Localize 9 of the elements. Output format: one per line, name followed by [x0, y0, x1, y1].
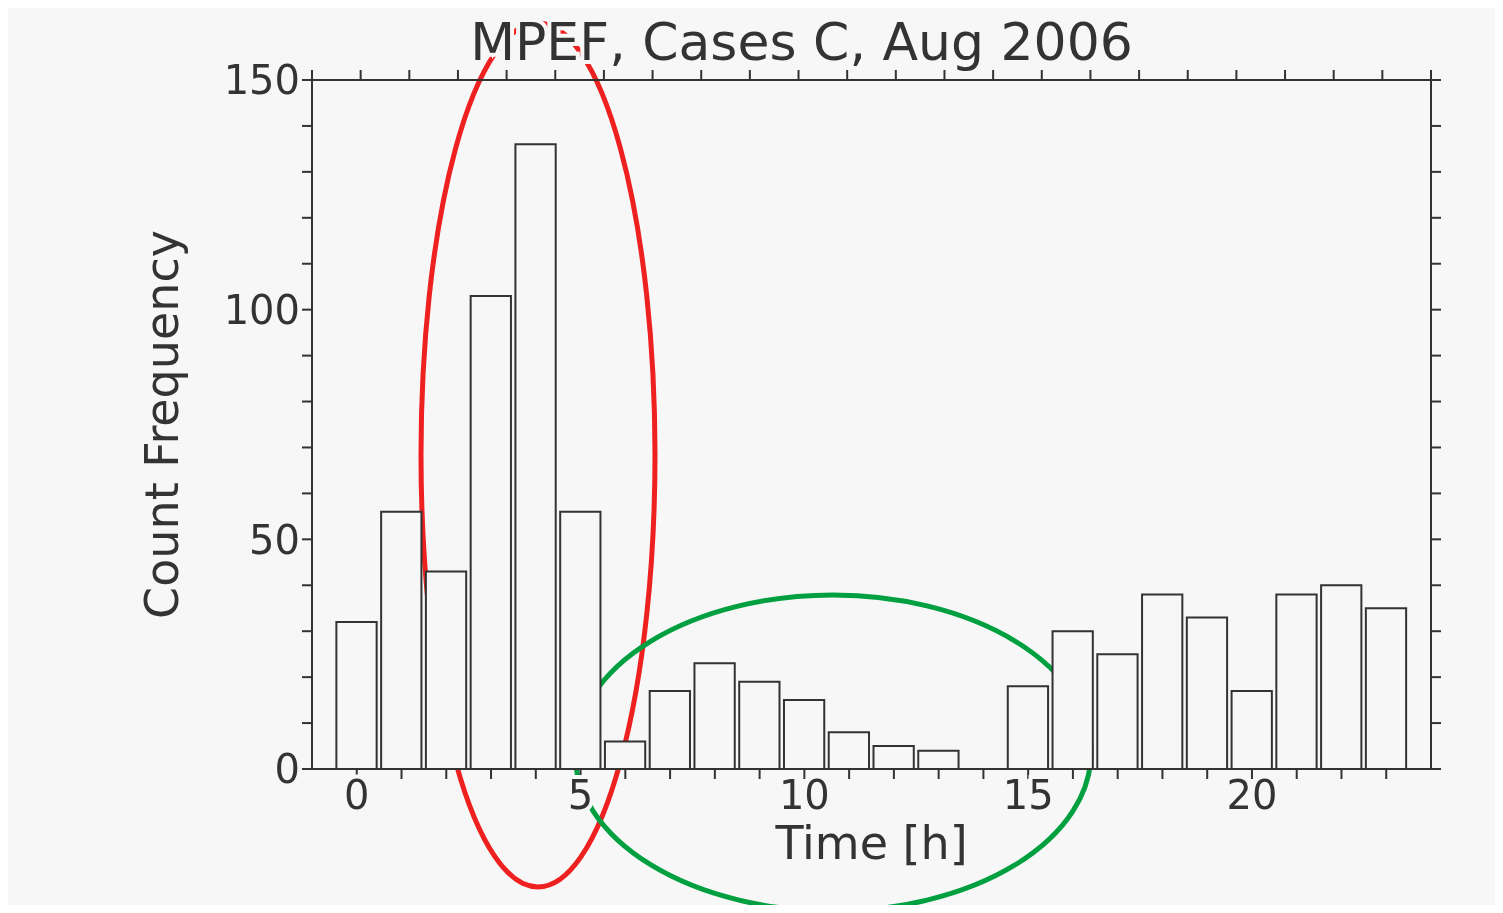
y-tick-label: 100	[223, 286, 300, 333]
x-tick-label: 0	[344, 772, 370, 819]
x-tick-label: 20	[1226, 772, 1278, 819]
x-tick-label: 15	[1002, 772, 1054, 819]
y-tick-label: 50	[249, 516, 300, 563]
y-tick-label: 150	[223, 57, 300, 104]
y-axis-title: Count Frequency	[135, 230, 190, 619]
x-tick-label: 10	[778, 772, 830, 819]
x-axis-title: Time [h]	[774, 816, 968, 870]
